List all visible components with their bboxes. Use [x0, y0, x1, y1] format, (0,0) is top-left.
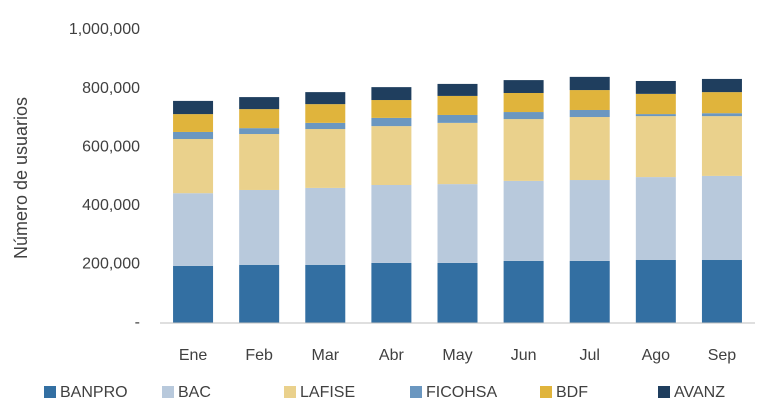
- legend-label: AVANZ: [674, 384, 725, 401]
- bar-segment: [503, 119, 544, 181]
- bar-segment: [503, 112, 544, 120]
- bar-segment: [635, 177, 676, 261]
- bar-segment: [173, 138, 214, 194]
- bar-segment: [437, 83, 478, 96]
- bar-segment: [503, 260, 544, 323]
- x-tick-label: Mar: [311, 347, 339, 364]
- legend-label: BDF: [556, 384, 588, 401]
- bar-segment: [305, 122, 346, 130]
- bar-segment: [503, 80, 544, 93]
- bar-segment: [569, 180, 610, 261]
- bar-segment: [437, 184, 478, 263]
- bar-segment: [239, 134, 280, 190]
- bar-segment: [371, 100, 412, 118]
- bar-segment: [635, 93, 676, 115]
- legend-label: BAC: [178, 384, 211, 401]
- bar-segment: [701, 92, 742, 114]
- legend-swatch: [658, 386, 670, 398]
- bar-segment: [437, 114, 478, 123]
- x-tick-label: Sep: [708, 347, 737, 364]
- bar-segment: [503, 180, 544, 261]
- y-axis-label: Número de usuarios: [11, 97, 31, 259]
- bar-segment: [437, 262, 478, 323]
- bar-segment: [701, 113, 742, 117]
- bar-segment: [371, 262, 412, 323]
- bar-segment: [701, 78, 742, 93]
- bar-segment: [503, 92, 544, 113]
- x-tick-label: May: [442, 347, 472, 364]
- bar-segment: [569, 76, 610, 91]
- legend-swatch: [284, 386, 296, 398]
- bar-segment: [239, 264, 280, 323]
- legend-label: FICOHSA: [426, 384, 497, 401]
- legend-swatch: [162, 386, 174, 398]
- bar-segment: [569, 90, 610, 110]
- bar-segment: [239, 128, 280, 135]
- bar-segment: [239, 189, 280, 265]
- bar-segment: [371, 117, 412, 127]
- bar-segment: [635, 260, 676, 323]
- legend-swatch: [44, 386, 56, 398]
- x-tick-label: Jul: [579, 347, 599, 364]
- bar-segment: [371, 184, 412, 263]
- bar-segment: [635, 114, 676, 117]
- y-tick-label: 600,000: [82, 138, 140, 155]
- x-tick-label: Ago: [642, 347, 671, 364]
- bar-segment: [305, 129, 346, 188]
- bar-segment: [701, 175, 742, 261]
- x-tick-label: Feb: [245, 347, 273, 364]
- legend-swatch: [540, 386, 552, 398]
- bar-segment: [437, 95, 478, 115]
- y-tick-label: 800,000: [82, 80, 140, 97]
- bar-segment: [173, 265, 214, 323]
- bar-segment: [173, 131, 214, 139]
- y-tick-label: -: [135, 314, 140, 331]
- bar-segment: [371, 126, 412, 185]
- bar-segment: [437, 122, 478, 185]
- bar-segment: [701, 116, 742, 176]
- x-tick-label: Abr: [379, 347, 405, 364]
- bar-segment: [305, 264, 346, 323]
- x-tick-label: Jun: [511, 347, 537, 364]
- y-tick-label: 1,000,000: [69, 21, 140, 38]
- bar-segment: [239, 97, 280, 110]
- legend-label: BANPRO: [60, 384, 128, 401]
- bar-segment: [305, 187, 346, 265]
- bar-segment: [701, 260, 742, 323]
- x-tick-label: Ene: [179, 347, 208, 364]
- legend-label: LAFISE: [300, 384, 355, 401]
- bar-segment: [173, 114, 214, 132]
- bar-segment: [635, 116, 676, 178]
- bar-segment: [569, 117, 610, 181]
- y-tick-label: 200,000: [82, 256, 140, 273]
- bar-segment: [569, 109, 610, 118]
- bar-segment: [569, 260, 610, 323]
- bar-segment: [305, 104, 346, 123]
- bar-segment: [173, 100, 214, 115]
- bar-segment: [305, 92, 346, 105]
- y-tick-label: 400,000: [82, 197, 140, 214]
- bar-segment: [173, 193, 214, 266]
- bar-segment: [239, 109, 280, 129]
- legend-swatch: [410, 386, 422, 398]
- bar-segment: [635, 80, 676, 94]
- bar-segment: [371, 87, 412, 101]
